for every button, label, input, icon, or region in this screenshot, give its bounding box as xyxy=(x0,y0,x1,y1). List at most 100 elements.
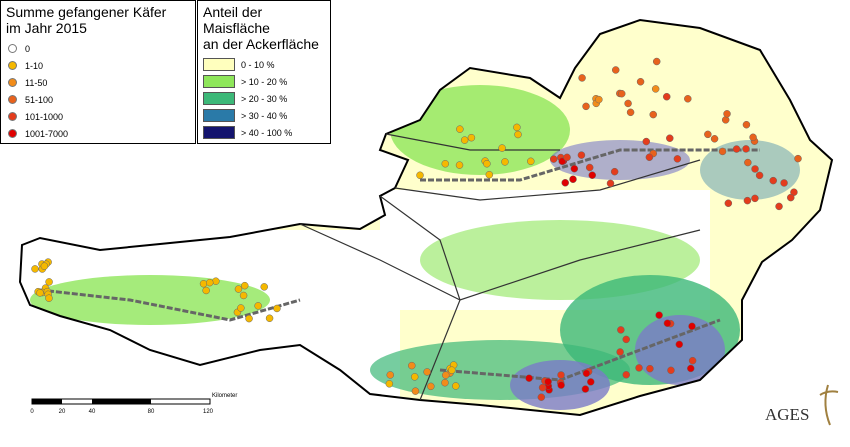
trap-site xyxy=(427,382,435,391)
trap-site xyxy=(646,364,654,373)
highway xyxy=(39,148,760,382)
trap-site xyxy=(684,95,692,103)
trap-site xyxy=(483,160,491,168)
legend-label: > 10 - 20 % xyxy=(241,76,288,87)
trap-site xyxy=(544,377,552,386)
legend-item: 11-50 xyxy=(6,74,190,91)
trap-site xyxy=(587,378,595,386)
legend-dot xyxy=(8,129,17,138)
legend-item: > 10 - 20 % xyxy=(203,73,325,90)
legend-swatch xyxy=(203,92,235,105)
trap-site xyxy=(501,158,509,166)
trap-site xyxy=(723,110,731,118)
trap-site xyxy=(742,120,751,129)
legend-item: 0 xyxy=(6,40,190,57)
legend-dot xyxy=(8,78,17,87)
trap-site xyxy=(525,374,533,382)
trap-site xyxy=(452,382,460,390)
trap-site xyxy=(673,155,682,163)
legend-swatch xyxy=(203,109,235,122)
trap-site xyxy=(549,155,558,163)
trap-site xyxy=(744,158,752,167)
trap-site xyxy=(651,85,660,93)
trap-site xyxy=(467,133,476,142)
trap-site xyxy=(202,286,210,295)
trap-site xyxy=(241,281,249,290)
trap-site xyxy=(423,368,431,376)
trap-site xyxy=(635,364,643,372)
legend-swatch xyxy=(203,75,235,88)
trap-site xyxy=(578,74,586,82)
trap-site xyxy=(588,171,597,179)
scale-label: 0 xyxy=(30,409,34,415)
trap-site xyxy=(649,110,657,119)
maize-legend: Anteil der Maisfläche an der Ackerfläche… xyxy=(197,0,331,144)
zone xyxy=(700,140,800,200)
trap-site xyxy=(254,302,262,310)
legend-item: > 40 - 100 % xyxy=(203,124,325,141)
zone xyxy=(390,85,570,175)
trap-site xyxy=(456,125,464,133)
trap-site xyxy=(622,335,630,344)
trap-site xyxy=(751,165,759,173)
trap-site xyxy=(742,145,750,153)
trap-site xyxy=(45,294,53,302)
trap-site xyxy=(769,176,777,185)
legend-label: 51-100 xyxy=(25,94,54,105)
legend-dot xyxy=(8,95,17,104)
trap-site xyxy=(570,164,579,173)
trap-sites xyxy=(31,57,802,401)
legend-title: Anteil der Maisfläche xyxy=(203,4,270,36)
trap-site xyxy=(199,279,208,288)
trap-site xyxy=(687,364,695,373)
trap-site xyxy=(666,134,674,142)
legend-swatch xyxy=(203,58,235,71)
legend-dot xyxy=(8,112,17,121)
trap-site xyxy=(626,108,635,117)
scale-bar-segment xyxy=(92,399,151,404)
trap-site xyxy=(569,175,577,183)
trap-site xyxy=(410,373,419,381)
scale-unit: Kilometer xyxy=(212,393,237,399)
legend-label: 0 - 10 % xyxy=(241,59,275,70)
legend-label: 0 xyxy=(25,43,31,54)
scale-bar: 0 20 40 80 120 Kilometer xyxy=(30,393,237,415)
trap-site xyxy=(245,314,253,323)
trap-site xyxy=(624,99,632,108)
trap-site xyxy=(45,278,53,286)
legend-title: Summe gefangener Käfer xyxy=(6,4,167,20)
trap-site xyxy=(538,383,547,392)
trap-site xyxy=(557,371,565,379)
zone xyxy=(635,315,725,385)
trap-site xyxy=(498,144,506,152)
scale-label: 80 xyxy=(148,409,155,415)
legend-dot xyxy=(8,61,17,70)
trap-site xyxy=(718,147,727,156)
legend-item: 101-1000 xyxy=(6,108,190,125)
legend-item: 51-100 xyxy=(6,91,190,108)
trap-site xyxy=(585,163,594,172)
trap-site xyxy=(441,378,449,387)
province-border xyxy=(299,133,701,401)
trap-site xyxy=(622,371,630,379)
trap-site xyxy=(31,265,39,273)
legend-dot xyxy=(8,44,17,53)
legend-label: > 20 - 30 % xyxy=(241,93,288,104)
legend-title: an der Ackerfläche xyxy=(203,36,319,52)
scale-label: 40 xyxy=(89,409,96,415)
legend-item: 1-10 xyxy=(6,57,190,74)
legend-item: 0 - 10 % xyxy=(203,56,325,73)
zone xyxy=(550,140,690,180)
trap-site xyxy=(527,157,535,166)
trap-site xyxy=(610,167,619,176)
trap-site xyxy=(582,102,590,111)
trap-site xyxy=(581,385,590,393)
legend-item: > 30 - 40 % xyxy=(203,107,325,124)
legend-label: 1-10 xyxy=(25,60,44,71)
trap-site xyxy=(645,153,654,162)
trap-site xyxy=(606,179,615,188)
legend-swatch xyxy=(203,126,235,139)
trap-site xyxy=(617,89,626,98)
